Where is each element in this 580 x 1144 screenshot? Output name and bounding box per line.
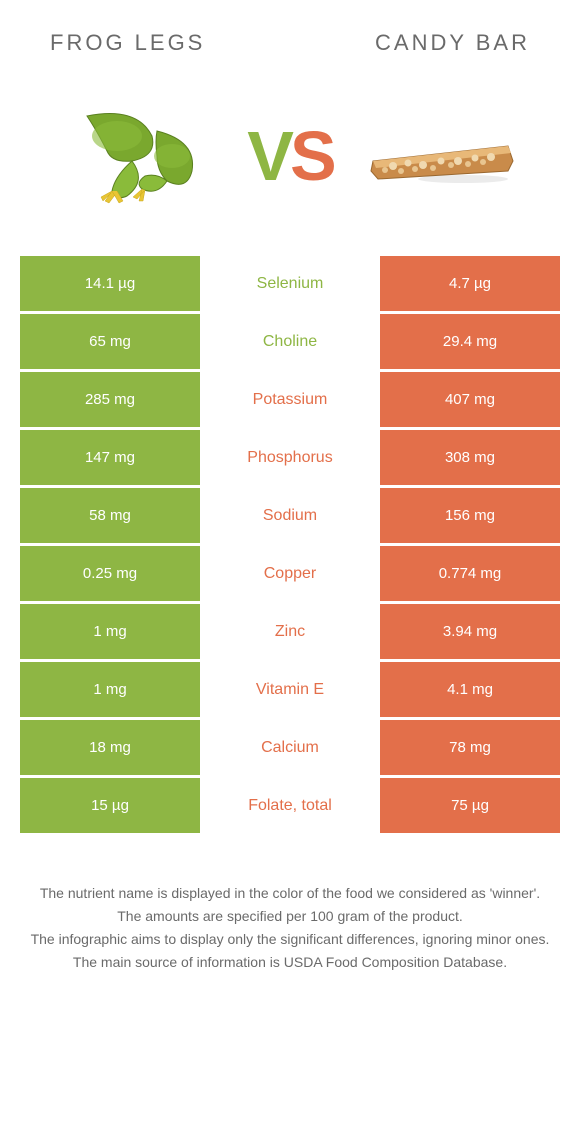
table-row: 1 mgZinc3.94 mg (20, 604, 560, 659)
nutrient-name: Potassium (200, 372, 380, 427)
table-row: 147 mgPhosphorus308 mg (20, 430, 560, 485)
value-left: 18 mg (20, 720, 200, 775)
value-right: 407 mg (380, 372, 560, 427)
value-left: 0.25 mg (20, 546, 200, 601)
title-right: CANDY BAR (375, 30, 530, 56)
title-left: FROG LEGS (50, 30, 205, 56)
value-left: 65 mg (20, 314, 200, 369)
vs-label: VS (247, 116, 332, 196)
value-right: 0.774 mg (380, 546, 560, 601)
compare-row: VS (0, 76, 580, 256)
value-left: 15 µg (20, 778, 200, 833)
header: FROG LEGS CANDY BAR (0, 0, 580, 76)
table-row: 65 mgCholine29.4 mg (20, 314, 560, 369)
footer-line-3: The infographic aims to display only the… (20, 929, 560, 950)
table-row: 0.25 mgCopper0.774 mg (20, 546, 560, 601)
nutrient-name: Folate, total (200, 778, 380, 833)
value-left: 14.1 µg (20, 256, 200, 311)
nutrient-name: Choline (200, 314, 380, 369)
value-left: 147 mg (20, 430, 200, 485)
footer-line-4: The main source of information is USDA F… (20, 952, 560, 973)
value-right: 78 mg (380, 720, 560, 775)
value-right: 3.94 mg (380, 604, 560, 659)
value-right: 29.4 mg (380, 314, 560, 369)
table-row: 1 mgVitamin E4.1 mg (20, 662, 560, 717)
footer-line-1: The nutrient name is displayed in the co… (20, 883, 560, 904)
value-left: 1 mg (20, 604, 200, 659)
value-right: 156 mg (380, 488, 560, 543)
nutrient-table: 14.1 µgSelenium4.7 µg65 mgCholine29.4 mg… (20, 256, 560, 833)
value-right: 75 µg (380, 778, 560, 833)
value-left: 285 mg (20, 372, 200, 427)
frog-legs-image (57, 96, 217, 216)
nutrient-name: Selenium (200, 256, 380, 311)
value-left: 1 mg (20, 662, 200, 717)
nutrient-name: Zinc (200, 604, 380, 659)
table-row: 285 mgPotassium407 mg (20, 372, 560, 427)
candy-bar-image (363, 96, 523, 216)
value-left: 58 mg (20, 488, 200, 543)
value-right: 4.7 µg (380, 256, 560, 311)
nutrient-name: Phosphorus (200, 430, 380, 485)
nutrient-name: Sodium (200, 488, 380, 543)
table-row: 14.1 µgSelenium4.7 µg (20, 256, 560, 311)
footer-line-2: The amounts are specified per 100 gram o… (20, 906, 560, 927)
vs-v: V (247, 117, 290, 195)
nutrient-name: Calcium (200, 720, 380, 775)
value-right: 4.1 mg (380, 662, 560, 717)
nutrient-name: Vitamin E (200, 662, 380, 717)
nutrient-name: Copper (200, 546, 380, 601)
footer-notes: The nutrient name is displayed in the co… (20, 883, 560, 973)
table-row: 18 mgCalcium78 mg (20, 720, 560, 775)
value-right: 308 mg (380, 430, 560, 485)
table-row: 58 mgSodium156 mg (20, 488, 560, 543)
vs-s: S (290, 117, 333, 195)
table-row: 15 µgFolate, total75 µg (20, 778, 560, 833)
